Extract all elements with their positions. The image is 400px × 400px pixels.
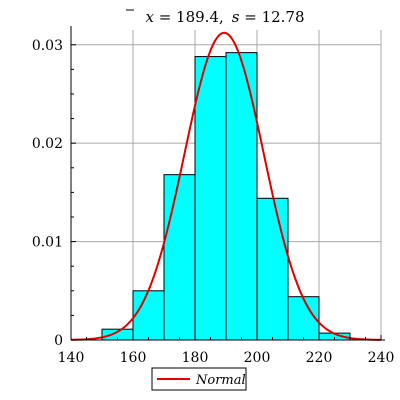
axes [70, 26, 385, 341]
x-tick-label-160: 160 [120, 350, 147, 366]
tick-labels: 140 160 180 200 220 240 0 0.01 0.02 0.03 [32, 38, 395, 366]
histogram-bar-6 [256, 197, 289, 341]
x-tick-label-200: 200 [244, 350, 271, 366]
y-tick-label-0.03: 0.03 [32, 38, 63, 54]
chart-title: x = 189.4, s = 12.78 [145, 8, 304, 26]
normal-curve [70, 31, 382, 341]
legend-label: Normal [195, 373, 246, 388]
x-tick-label-240: 240 [368, 350, 395, 366]
histogram-bar-5 [225, 52, 258, 341]
mean-symbol: x [145, 8, 154, 26]
mean-value: = 189.4, [154, 8, 224, 26]
histogram-bar-7 [287, 296, 320, 341]
x-tick-label-180: 180 [182, 350, 209, 366]
sd-symbol: s [232, 8, 240, 26]
y-tick-label-0: 0 [54, 333, 63, 349]
x-tick-label-140: 140 [58, 350, 85, 366]
legend: Normal [151, 367, 247, 391]
sd-value: = 12.78 [239, 8, 304, 26]
y-tick-label-0.02: 0.02 [32, 136, 63, 152]
legend-box [151, 367, 247, 391]
histogram-bar-2 [132, 290, 165, 341]
y-tick-label-0.01: 0.01 [32, 235, 63, 251]
histogram-bars [101, 52, 351, 341]
x-tick-label-220: 220 [306, 350, 333, 366]
histogram-bar-3 [163, 174, 196, 341]
normal-curve-line [70, 31, 382, 341]
histogram-bar-4 [194, 56, 227, 341]
